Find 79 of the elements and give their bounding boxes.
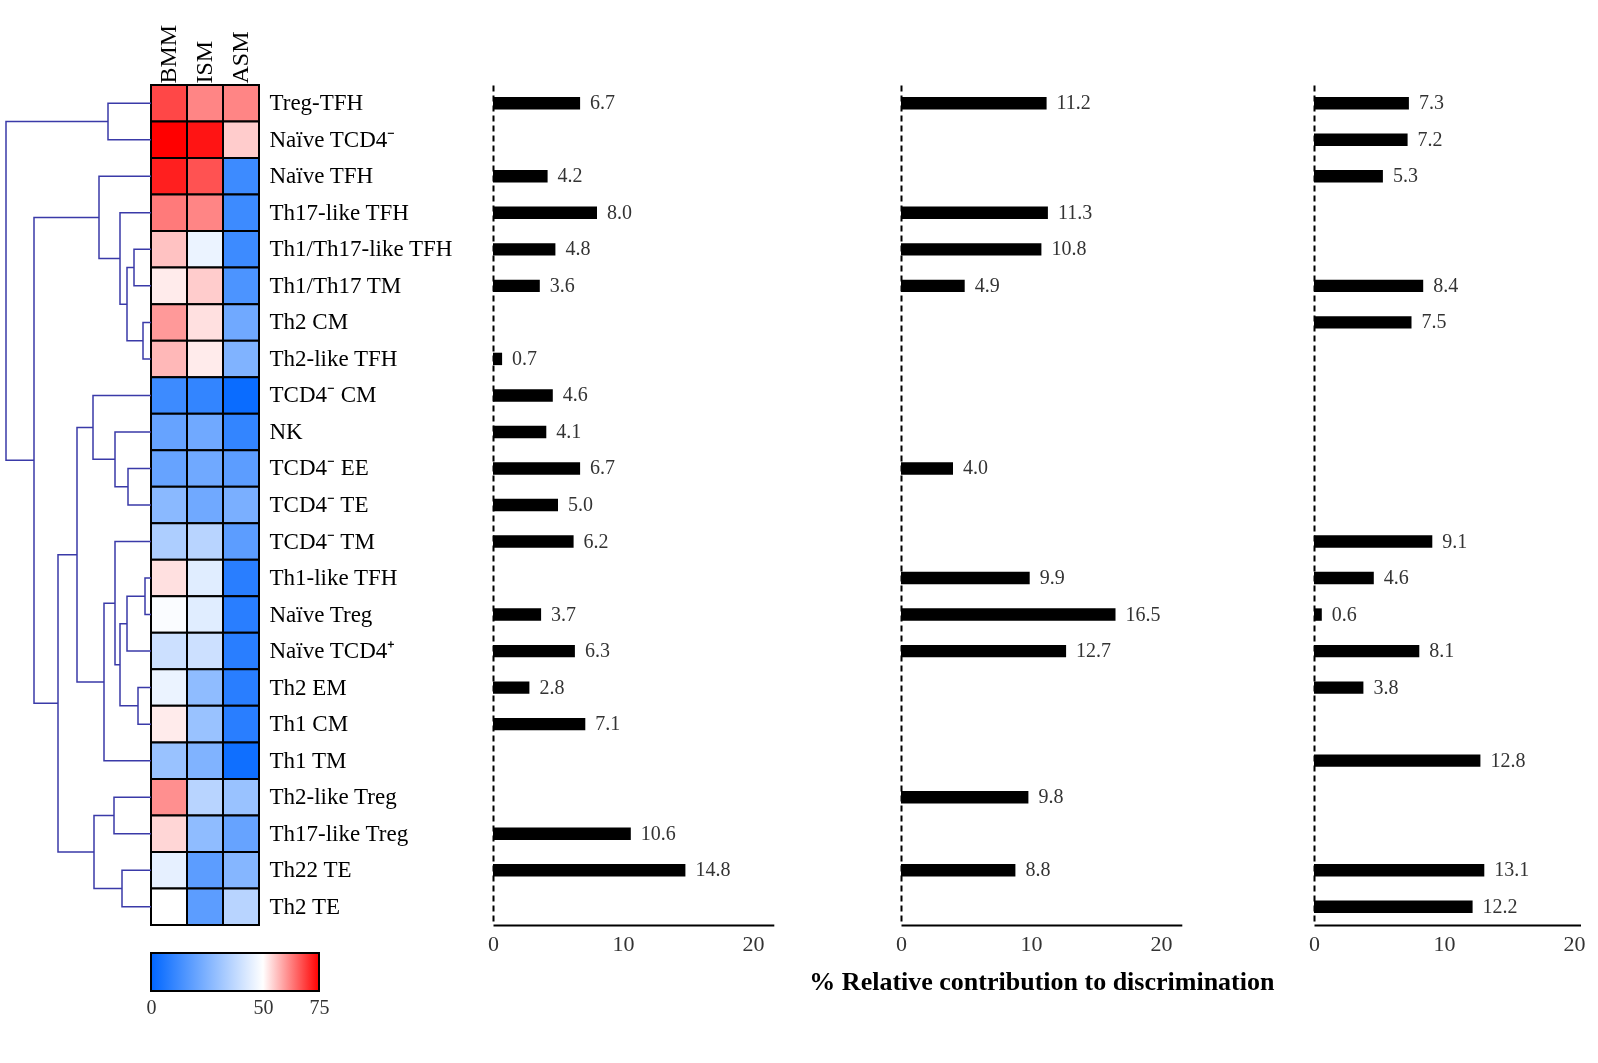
data-label: 6.7 [590,91,616,114]
y-tick-label: Naïve TFH [269,163,374,189]
y-tick-label: TCD4⁻ TE [269,492,369,517]
y-tick-label: Th2 CM [269,309,349,335]
data-label: 9.8 [1038,785,1064,808]
x-tick-label: 10 [1433,930,1456,956]
x-tick-label: 0 [1309,930,1320,956]
y-tick-label: TCD4⁻ CM [269,382,377,408]
data-label: 4.9 [974,273,1000,296]
color-bar-label: 75 [309,995,330,1018]
x-tick-label: 0 [488,930,499,956]
data-label: 8.8 [1025,858,1051,881]
data-label: 6.7 [590,456,616,479]
data-label: 16.5 [1125,602,1161,625]
data-label: 11.2 [1056,91,1091,114]
data-label: 11.3 [1057,200,1093,223]
y-tick-label: TCD4⁻ TM [269,528,375,554]
data-label: 3.7 [551,602,577,625]
data-label: 5.0 [568,493,593,515]
data-label: 4.6 [1383,566,1409,589]
data-label: 0.6 [1331,602,1357,625]
data-label: 3.6 [549,273,575,296]
y-tick-label: TCD4⁻ EE [269,455,369,481]
data-label: 12.2 [1482,894,1518,917]
x-tick-label: 10 [1020,930,1043,956]
data-label: 6.2 [583,529,609,552]
data-label: 4.0 [963,456,988,479]
y-tick-label: Th1-like TFH [269,565,398,591]
data-label: 8.4 [1433,273,1459,296]
x-tick-label: 20 [1563,930,1586,956]
y-tick-label: Th22 TE [269,857,352,883]
data-label: 8.1 [1429,639,1455,662]
color-bar-label: 50 [253,995,274,1018]
data-label: 4.6 [562,383,588,406]
data-label: 6.3 [584,639,610,662]
y-tick-label: Th1/Th17 TM [269,272,402,298]
y-tick-label: Th1 TM [269,747,347,773]
data-label: 4.1 [556,419,582,442]
data-label: 9.9 [1039,566,1065,589]
data-label: 7.3 [1418,91,1444,114]
y-tick-label: Treg-TFH [269,90,364,116]
x-tick-label: 20 [742,930,765,956]
y-tick-label: Th2 EM [269,674,347,700]
x-tick-label: BMM [155,24,181,84]
y-tick-label: Th2 TE [269,893,340,919]
y-tick-label: Th2-like TFH [269,345,398,371]
color-bar-label: 0 [146,995,157,1018]
data-label: 7.5 [1421,310,1447,333]
data-label: 0.7 [512,346,538,369]
y-tick-label: Naïve TCD4⁻ [269,126,396,152]
data-label: 4.2 [557,164,583,187]
y-tick-label: Naïve Treg [269,601,373,627]
y-tick-label: Naïve TCD4⁺ [269,638,396,664]
data-label: 13.1 [1494,858,1530,881]
x-tick-label: 0 [896,930,907,956]
data-label: 12.8 [1490,748,1526,771]
data-label: 14.8 [695,858,731,881]
data-label: 10.8 [1051,237,1087,260]
data-label: 2.8 [539,675,565,698]
y-tick-label: Th1 CM [269,711,349,737]
data-label: 7.1 [595,712,621,735]
y-tick-label: Th17-like Treg [269,820,409,846]
x-tick-label: 10 [612,930,635,956]
y-tick-label: Th1/Th17-like TFH [269,236,453,262]
data-label: 5.3 [1392,164,1418,187]
data-label: 8.0 [607,200,632,223]
data-label: 3.8 [1373,675,1399,698]
y-tick-label: Th2-like Treg [269,784,398,810]
data-label: 7.2 [1417,127,1443,150]
x-tick-label: ISM [191,40,217,84]
y-tick-label: Th17-like TFH [269,199,409,225]
x-tick-label: 20 [1150,930,1173,956]
x-tick-label: ASM [227,31,253,84]
data-label: 9.1 [1442,529,1468,552]
data-label: 4.8 [565,237,591,260]
x-axis-title: % Relative contribution to discrimination [809,966,1275,996]
data-label: 12.7 [1076,639,1112,662]
y-tick-label: NK [269,418,304,444]
data-label: 10.6 [640,821,676,844]
